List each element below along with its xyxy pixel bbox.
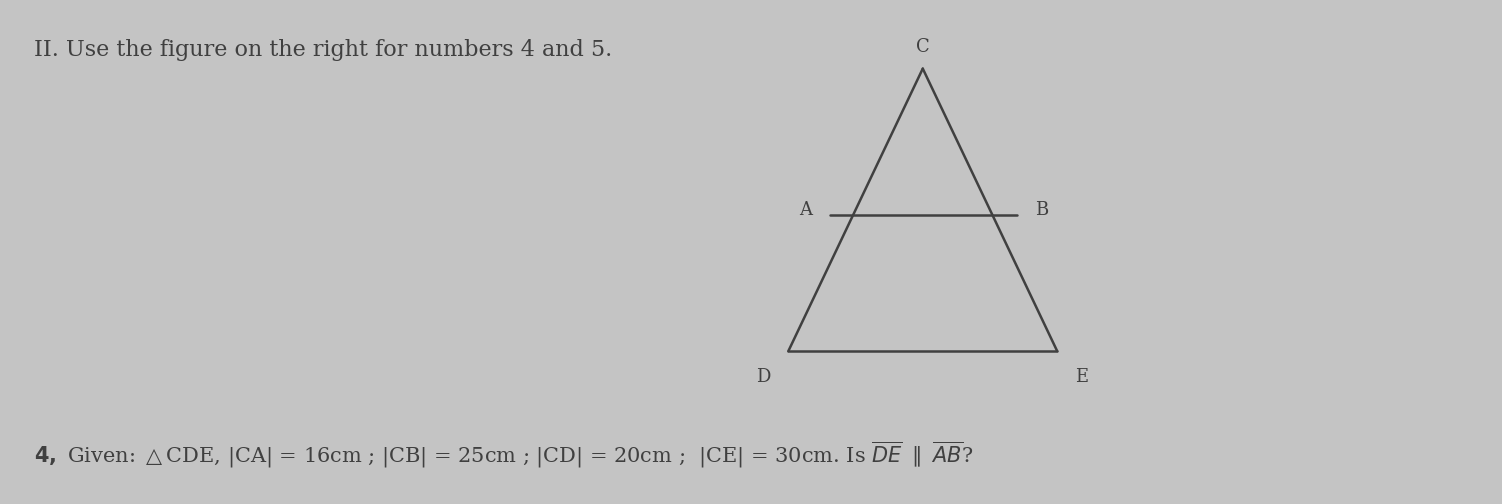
- Text: D: D: [756, 368, 771, 387]
- Text: B: B: [1035, 201, 1048, 219]
- Text: E: E: [1075, 368, 1089, 387]
- Text: C: C: [916, 38, 930, 56]
- Text: II. Use the figure on the right for numbers 4 and 5.: II. Use the figure on the right for numb…: [35, 39, 613, 61]
- Text: $\mathbf{4,}$ Given: $\triangle$CDE, |CA| = 16cm ; |CB| = 25cm ; |CD| = 20cm ;  : $\mathbf{4,}$ Given: $\triangle$CDE, |CA…: [35, 440, 973, 470]
- Text: A: A: [799, 201, 813, 219]
